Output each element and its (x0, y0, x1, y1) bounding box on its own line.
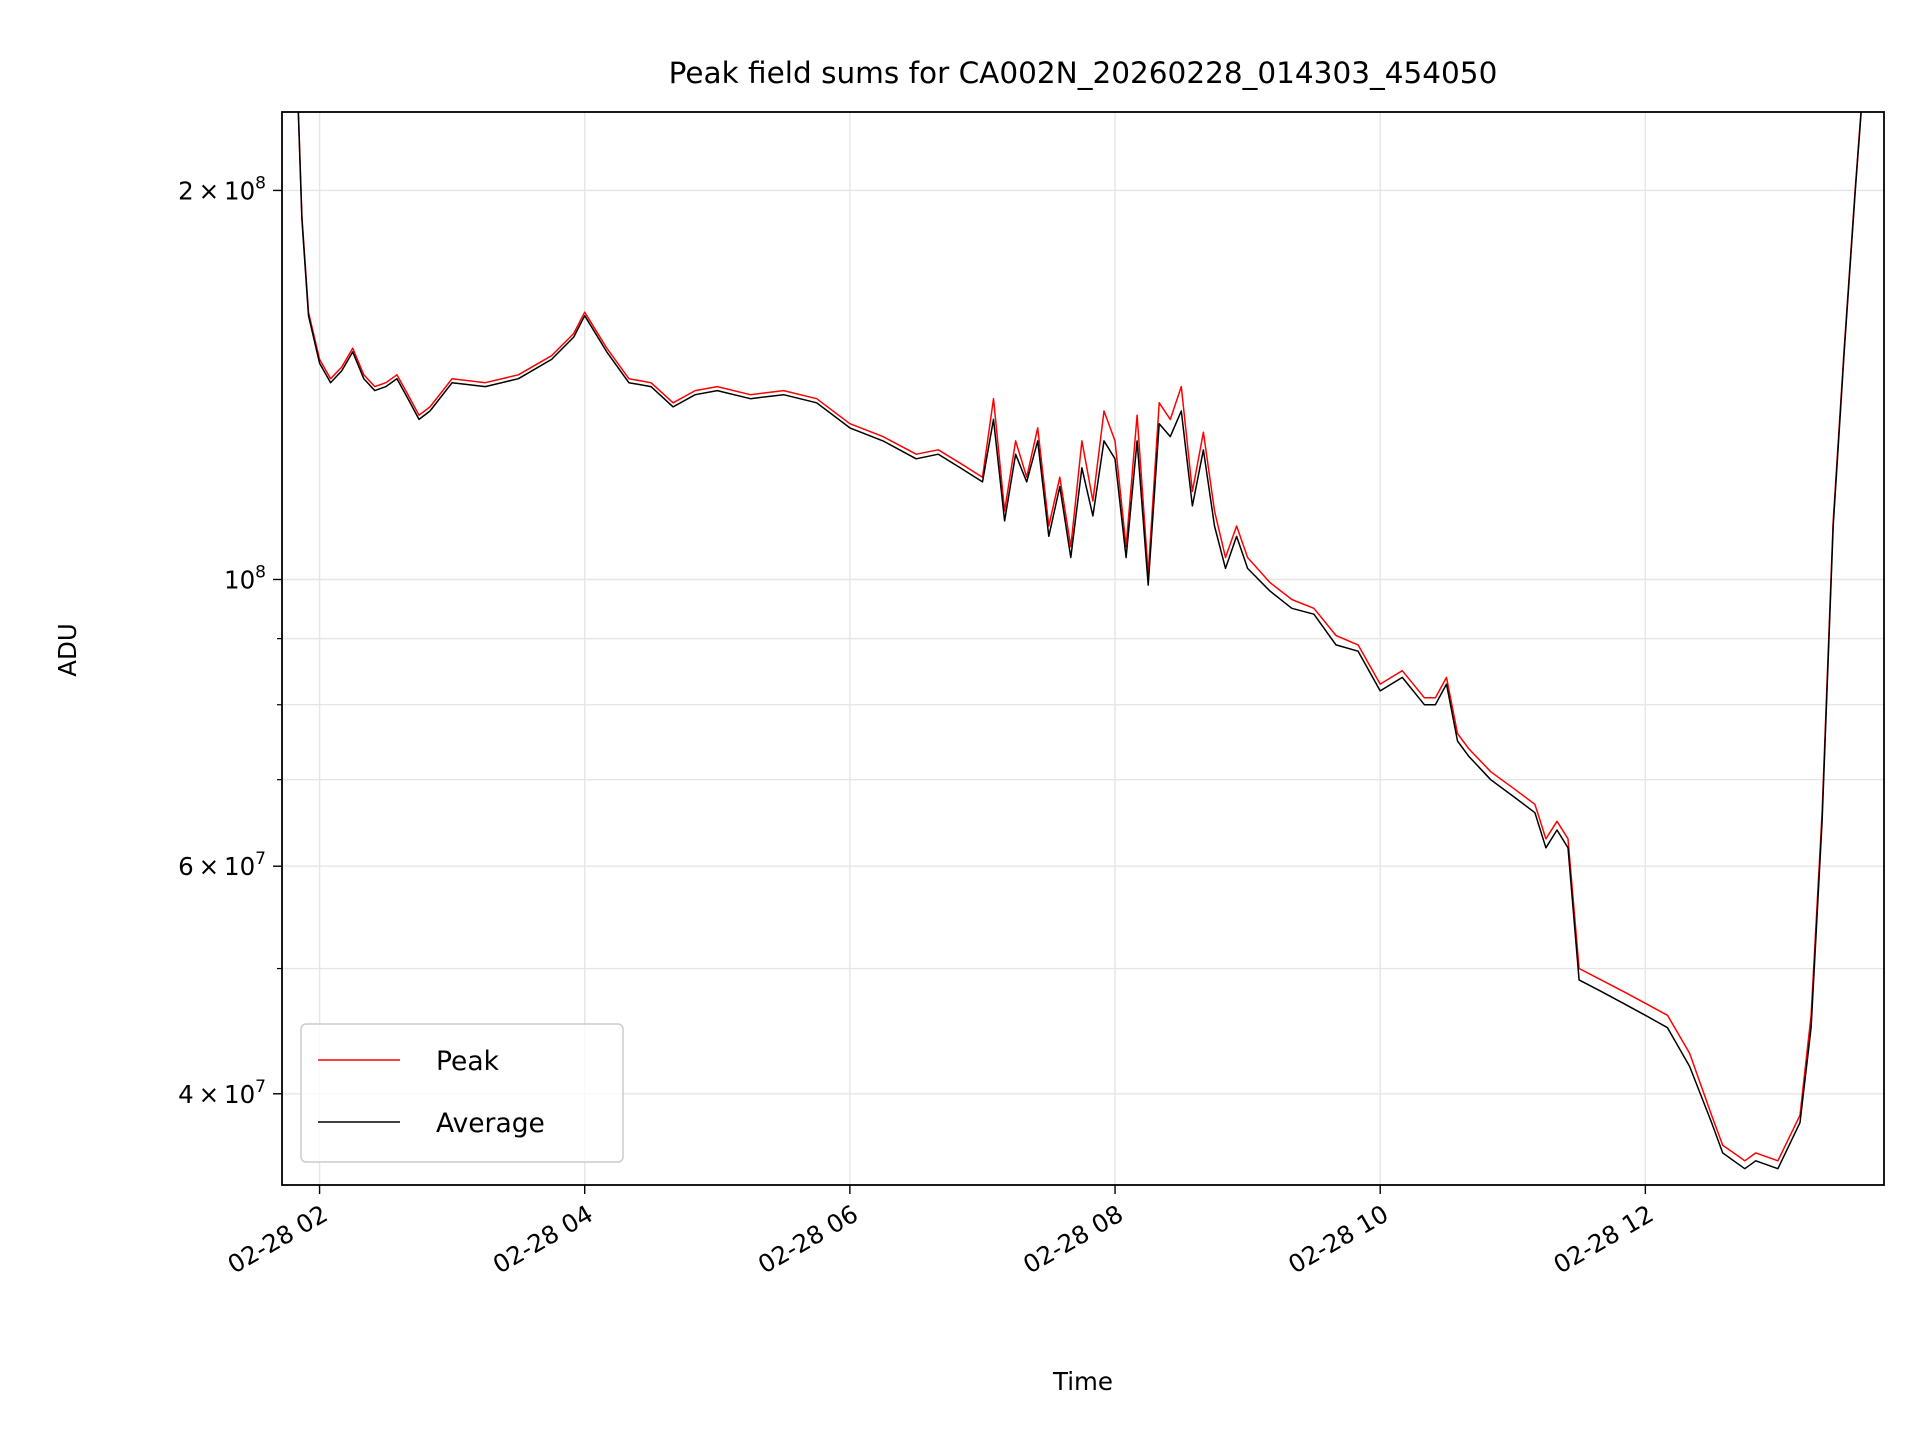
series-line-average (297, 112, 1862, 1170)
series-layer (297, 112, 1862, 1170)
y-axis-label: ADU (53, 623, 82, 677)
legend-label-average: Average (436, 1108, 545, 1139)
legend-label-peak: Peak (436, 1046, 500, 1077)
legend-box (300, 1023, 624, 1163)
y-tick-label: 4 × 107 (178, 1077, 266, 1109)
plot-frame (281, 111, 1885, 1186)
chart-title: Peak field sums for CA002N_20260228_0143… (669, 56, 1498, 90)
grid (282, 112, 1884, 1185)
y-tick-label: 2 × 108 (178, 173, 266, 205)
x-axis-label: Time (1052, 1367, 1113, 1396)
series-line-peak (297, 112, 1862, 1162)
y-tick-label: 6 × 107 (178, 849, 266, 881)
legend: Peak Average (300, 1023, 624, 1163)
y-tick-label: 108 (224, 562, 266, 594)
